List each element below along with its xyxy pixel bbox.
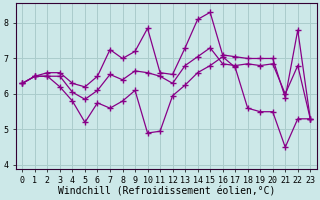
X-axis label: Windchill (Refroidissement éolien,°C): Windchill (Refroidissement éolien,°C) <box>58 187 275 197</box>
